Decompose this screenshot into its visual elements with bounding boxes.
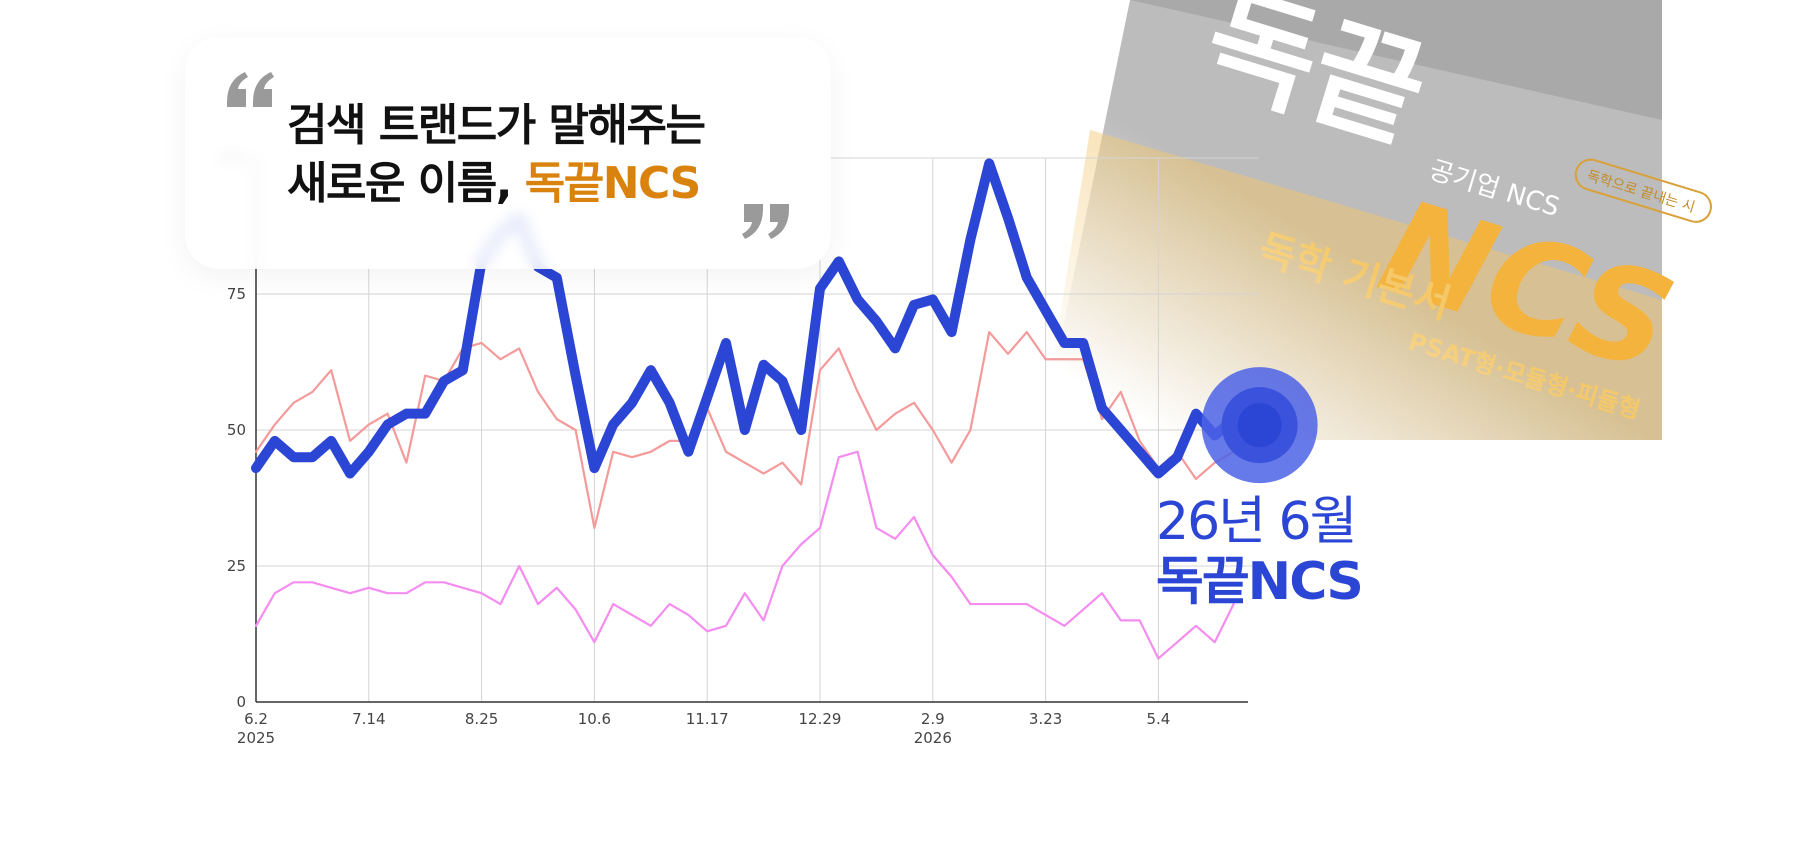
x-tick-label: 10.6 bbox=[578, 710, 611, 728]
quote-marks bbox=[227, 72, 789, 239]
x-tick-label: 6.2 bbox=[244, 710, 268, 728]
x-tick-label: 5.4 bbox=[1146, 710, 1170, 728]
y-tick-label: 75 bbox=[227, 285, 246, 303]
callout-product: 독끝NCS bbox=[1156, 552, 1364, 612]
line-series bbox=[251, 158, 1239, 479]
x-tick-label: 8.25 bbox=[465, 710, 498, 728]
headline-card: 검색 트랜드가 말해주는 새로운 이름, 독끝NCS bbox=[185, 37, 831, 269]
line-series bbox=[254, 330, 1235, 530]
book-cover: 독학으로 끝내는 시 독끝 공기업 NCS NCS 독학 기본서 PSAT형·모… bbox=[1040, 0, 1712, 440]
x-tick-label: 3.23 bbox=[1029, 710, 1062, 728]
x-tick-year: 2025 bbox=[237, 729, 275, 747]
x-tick-label: 12.29 bbox=[799, 710, 842, 728]
headline-highlight: 독끝NCS bbox=[524, 158, 702, 209]
highlight-core bbox=[1237, 403, 1282, 448]
x-tick-label: 7.14 bbox=[352, 710, 385, 728]
x-tick-year: 2026 bbox=[914, 729, 952, 747]
x-tick-label: 2.9 bbox=[921, 710, 945, 728]
y-tick-label: 0 bbox=[236, 693, 246, 711]
callout-date: 26년 6월 bbox=[1156, 492, 1357, 552]
highlight-point bbox=[1201, 367, 1318, 484]
callout: 26년 6월 독끝NCS bbox=[1156, 492, 1364, 612]
y-tick-label: 50 bbox=[227, 421, 246, 439]
plot: 02550751006.220257.148.2510.611.1712.292… bbox=[217, 149, 1318, 747]
headline-line: 새로운 이름, bbox=[287, 158, 512, 209]
x-tick-label: 11.17 bbox=[686, 710, 729, 728]
headline-line: 검색 트랜드가 말해주는 bbox=[287, 100, 706, 151]
line-series bbox=[254, 450, 1235, 660]
y-tick-label: 25 bbox=[227, 557, 246, 575]
